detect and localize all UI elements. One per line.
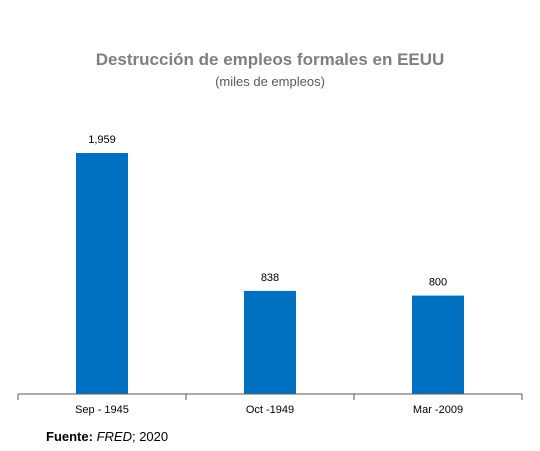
data-label-3: 800 [429,277,447,289]
x-tick-label-2: Oct -1949 [246,404,294,416]
x-tick-label-3: Mar -2009 [413,404,463,416]
bar-1 [76,153,128,394]
data-label-1: 1,959 [88,134,116,146]
source-name: FRED [96,429,132,444]
source-label: Fuente: [46,429,93,444]
x-tick-label-1: Sep - 1945 [75,404,129,416]
source-note: Fuente: FRED; 2020 [46,429,168,444]
chart-title: Destrucción de empleos formales en EEUU [95,50,445,69]
data-label-2: 838 [261,272,279,284]
source-year: ; 2020 [131,429,169,444]
bar-2 [244,290,296,394]
bar-3 [412,295,464,394]
chart-subtitle: (miles de empleos) [215,74,325,89]
